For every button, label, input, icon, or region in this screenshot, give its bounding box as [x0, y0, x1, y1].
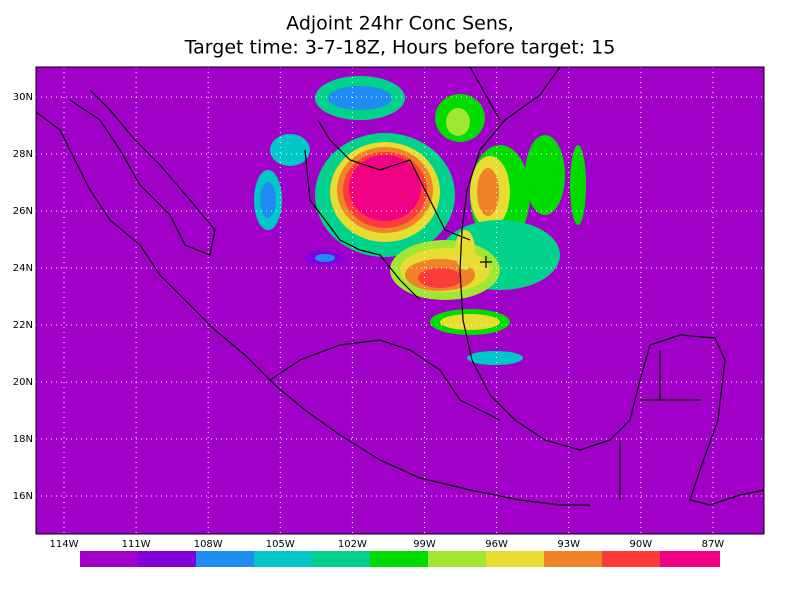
target-marker — [480, 256, 492, 268]
lon-label: 96W — [485, 539, 508, 550]
colorbar — [80, 551, 720, 567]
lat-label: 22N — [13, 320, 33, 331]
lat-label: 18N — [13, 434, 33, 445]
title-line: Adjoint 24hr Conc Sens, — [286, 13, 514, 35]
lat-label: 28N — [13, 149, 33, 160]
lon-label: 90W — [629, 539, 652, 550]
lat-label: 24N — [13, 263, 33, 274]
map-area — [36, 67, 764, 534]
lat-label: 26N — [13, 206, 33, 217]
title-line: Target time: 3-7-18Z, Hours before targe… — [184, 37, 616, 59]
lon-label: 102W — [338, 539, 367, 550]
lon-label: 108W — [194, 539, 223, 550]
map-frame — [35, 66, 765, 535]
lon-label: 105W — [266, 539, 295, 550]
lon-label: 87W — [702, 539, 725, 550]
lon-label: 93W — [557, 539, 580, 550]
sensitivity-contours — [254, 76, 586, 365]
lat-label: 20N — [13, 377, 33, 388]
lat-label: 30N — [13, 92, 33, 103]
lon-label: 99W — [413, 539, 436, 550]
lat-label: 16N — [13, 491, 33, 502]
lon-label: 114W — [50, 539, 79, 550]
lon-label: 111W — [122, 539, 151, 550]
coastlines — [36, 67, 764, 506]
